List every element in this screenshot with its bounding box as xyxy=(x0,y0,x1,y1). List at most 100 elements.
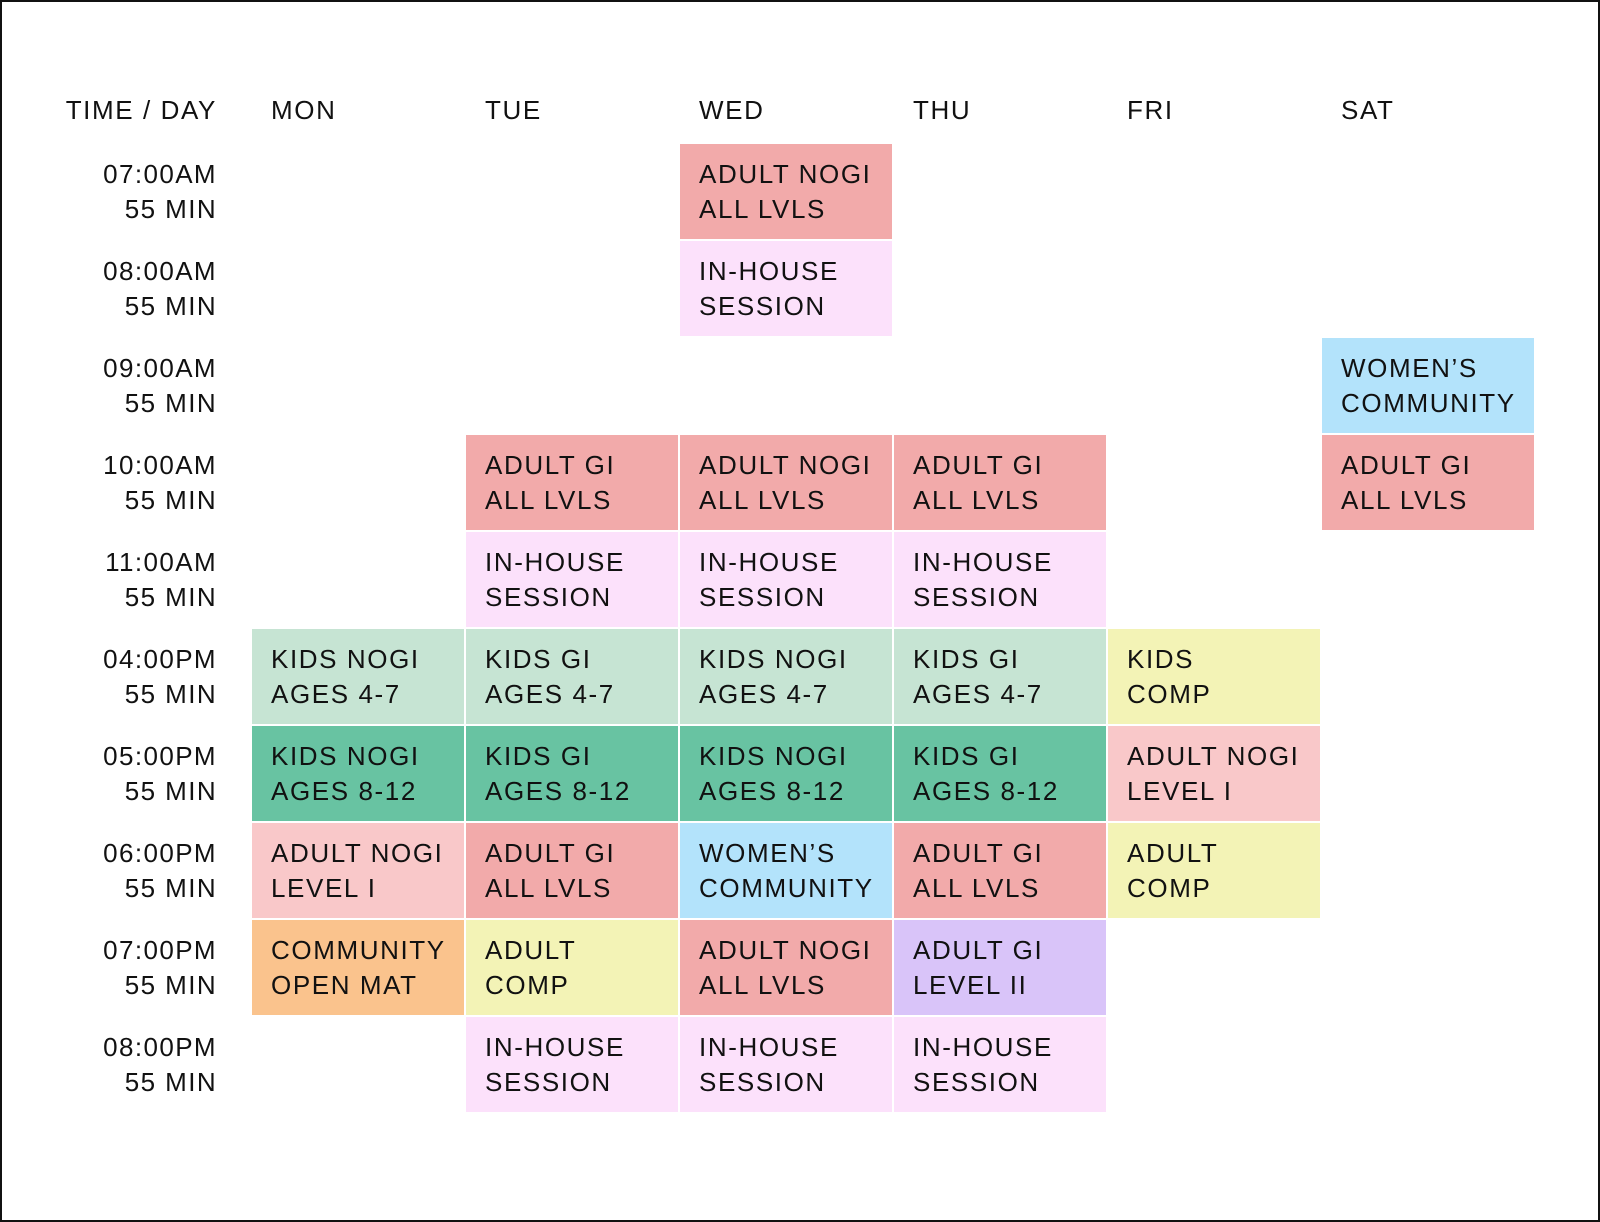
time-label: 09:00AM xyxy=(103,352,217,383)
class-block[interactable]: KIDS GI AGES 4-7 xyxy=(466,629,678,724)
class-block[interactable]: IN-HOUSE SESSION xyxy=(466,1017,678,1112)
class-name: KIDS NOGI xyxy=(699,740,848,771)
class-name: ADULT GI xyxy=(485,449,616,480)
day-header-thu: THU xyxy=(913,94,972,125)
class-name: IN-HOUSE xyxy=(913,1031,1053,1062)
day-header-wed: WED xyxy=(699,94,765,125)
time-slot: 04:00PM 55 MIN xyxy=(0,629,250,724)
time-slot: 05:00PM 55 MIN xyxy=(0,726,250,821)
class-name: COMMUNITY xyxy=(271,934,446,965)
time-label: 05:00PM xyxy=(103,740,217,771)
class-block[interactable]: KIDS NOGI AGES 8-12 xyxy=(680,726,892,821)
class-level: LEVEL II xyxy=(913,969,1028,1000)
class-name: WOMEN’S xyxy=(699,837,836,868)
class-name: ADULT xyxy=(485,934,577,965)
duration-label: 55 MIN xyxy=(124,775,217,806)
class-block[interactable]: ADULT NOGI LEVEL I xyxy=(252,823,464,918)
class-name: ADULT NOGI xyxy=(1127,740,1300,771)
day-header-fri: FRI xyxy=(1127,94,1174,125)
class-block[interactable]: ADULT GI ALL LVLS xyxy=(894,435,1106,530)
class-block[interactable]: ADULT NOGI ALL LVLS xyxy=(680,435,892,530)
class-block[interactable]: KIDS COMP xyxy=(1108,629,1320,724)
class-block[interactable]: KIDS NOGI AGES 8-12 xyxy=(252,726,464,821)
time-label: 08:00AM xyxy=(103,255,217,286)
class-block[interactable]: IN-HOUSE SESSION xyxy=(894,532,1106,627)
class-block[interactable]: ADULT GI ALL LVLS xyxy=(466,435,678,530)
class-block[interactable]: ADULT GI LEVEL II xyxy=(894,920,1106,1015)
class-level: COMMUNITY xyxy=(699,872,874,903)
class-name: ADULT NOGI xyxy=(699,449,872,480)
time-label: 04:00PM xyxy=(103,643,217,674)
class-block[interactable]: ADULT NOGI ALL LVLS xyxy=(680,144,892,239)
class-name: KIDS GI xyxy=(485,643,592,674)
class-block[interactable]: WOMEN’S COMMUNITY xyxy=(680,823,892,918)
class-block[interactable]: KIDS GI AGES 8-12 xyxy=(894,726,1106,821)
duration-label: 55 MIN xyxy=(124,678,217,709)
class-level: OPEN MAT xyxy=(271,969,418,1000)
class-level: SESSION xyxy=(699,290,826,321)
duration-label: 55 MIN xyxy=(124,193,217,224)
class-block[interactable]: KIDS NOGI AGES 4-7 xyxy=(680,629,892,724)
class-block[interactable]: COMMUNITY OPEN MAT xyxy=(252,920,464,1015)
time-label: 06:00PM xyxy=(103,837,217,868)
class-level: SESSION xyxy=(699,1066,826,1097)
class-level: SESSION xyxy=(913,581,1040,612)
class-block[interactable]: IN-HOUSE SESSION xyxy=(680,241,892,336)
class-name: IN-HOUSE xyxy=(699,546,839,577)
class-level: AGES 8-12 xyxy=(485,775,631,806)
class-name: ADULT NOGI xyxy=(271,837,444,868)
class-block[interactable]: KIDS GI AGES 8-12 xyxy=(466,726,678,821)
class-schedule-grid: TIME / DAY MON TUE WED THU FRI SAT 07:00AM 55 MI… xyxy=(0,78,1534,1112)
class-level: ALL LVLS xyxy=(699,969,826,1000)
duration-label: 55 MIN xyxy=(124,387,217,418)
class-level: COMP xyxy=(1127,872,1212,903)
class-name: KIDS GI xyxy=(485,740,592,771)
class-block[interactable]: KIDS GI AGES 4-7 xyxy=(894,629,1106,724)
class-name: KIDS NOGI xyxy=(699,643,848,674)
time-label: 10:00AM xyxy=(103,449,217,480)
class-level: ALL LVLS xyxy=(913,872,1040,903)
class-level: COMMUNITY xyxy=(1341,387,1516,418)
time-slot: 07:00PM 55 MIN xyxy=(0,920,250,1015)
duration-label: 55 MIN xyxy=(124,484,217,515)
class-block[interactable]: IN-HOUSE SESSION xyxy=(466,532,678,627)
class-name: IN-HOUSE xyxy=(699,1031,839,1062)
time-label: 08:00PM xyxy=(103,1031,217,1062)
time-slot: 06:00PM 55 MIN xyxy=(0,823,250,918)
class-level: AGES 8-12 xyxy=(699,775,845,806)
class-level: ALL LVLS xyxy=(699,193,826,224)
time-label: 11:00AM xyxy=(105,546,217,577)
class-block[interactable]: KIDS NOGI AGES 4-7 xyxy=(252,629,464,724)
day-header-tue: TUE xyxy=(485,94,542,125)
class-name: IN-HOUSE xyxy=(913,546,1053,577)
class-block[interactable]: ADULT GI ALL LVLS xyxy=(894,823,1106,918)
class-name: ADULT NOGI xyxy=(699,934,872,965)
class-block[interactable]: ADULT NOGI ALL LVLS xyxy=(680,920,892,1015)
class-block[interactable]: ADULT GI ALL LVLS xyxy=(466,823,678,918)
class-name: ADULT GI xyxy=(913,837,1044,868)
class-block[interactable]: IN-HOUSE SESSION xyxy=(680,1017,892,1112)
class-level: AGES 4-7 xyxy=(699,678,829,709)
class-name: KIDS GI xyxy=(913,643,1020,674)
class-block[interactable]: IN-HOUSE SESSION xyxy=(894,1017,1106,1112)
class-level: AGES 8-12 xyxy=(913,775,1059,806)
time-slot: 09:00AM 55 MIN xyxy=(0,338,250,433)
time-slot: 10:00AM 55 MIN xyxy=(0,435,250,530)
class-level: ALL LVLS xyxy=(485,872,612,903)
day-header-mon: MON xyxy=(271,94,337,125)
class-name: WOMEN’S xyxy=(1341,352,1478,383)
class-name: KIDS NOGI xyxy=(271,643,420,674)
class-block[interactable]: ADULT GI ALL LVLS xyxy=(1322,435,1534,530)
class-level: AGES 4-7 xyxy=(913,678,1043,709)
class-block[interactable]: ADULT NOGI LEVEL I xyxy=(1108,726,1320,821)
time-label: 07:00AM xyxy=(103,158,217,189)
class-block[interactable]: WOMEN’S COMMUNITY xyxy=(1322,338,1534,433)
class-name: KIDS GI xyxy=(913,740,1020,771)
day-header-sat: SAT xyxy=(1341,94,1395,125)
class-block[interactable]: ADULT COMP xyxy=(1108,823,1320,918)
class-level: ALL LVLS xyxy=(485,484,612,515)
class-name: IN-HOUSE xyxy=(485,546,625,577)
class-block[interactable]: ADULT COMP xyxy=(466,920,678,1015)
class-block[interactable]: IN-HOUSE SESSION xyxy=(680,532,892,627)
